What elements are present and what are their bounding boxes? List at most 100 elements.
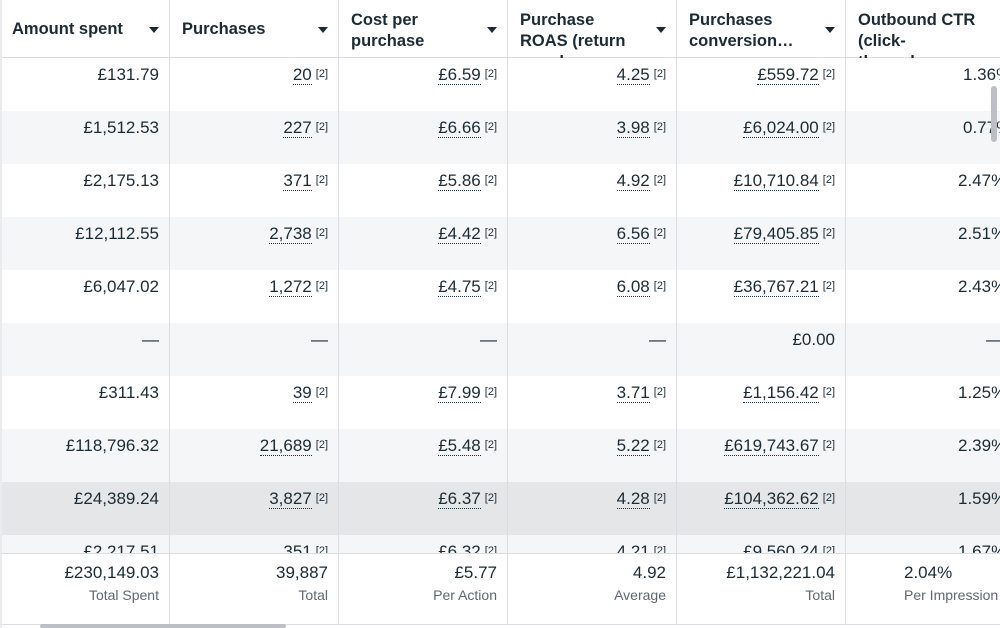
table-row[interactable]: — — — — £0.00 — [0, 323, 1000, 376]
cell-value[interactable]: £6.66 [438, 118, 481, 138]
cell-value[interactable]: 4.25 [616, 65, 650, 85]
data-note-marker[interactable]: [2] [315, 545, 328, 553]
data-note-marker[interactable]: [2] [653, 174, 666, 186]
data-note-marker[interactable]: [2] [822, 280, 835, 292]
cell-value[interactable]: £6.37 [438, 489, 481, 509]
cell-value[interactable]: £104,362.62 [724, 489, 819, 509]
data-note-marker[interactable]: [2] [822, 174, 835, 186]
cell-value[interactable]: £6.32 [438, 542, 481, 553]
data-note-marker[interactable]: [2] [653, 492, 666, 504]
data-note-marker[interactable]: [2] [315, 174, 328, 186]
table-row[interactable]: £311.43 39 [2] £7.99 [2] 3.71 [2] £1,156.42 [2] 1… [0, 376, 1000, 429]
data-note-marker[interactable]: [2] [484, 545, 497, 553]
data-note-marker[interactable]: [2] [484, 386, 497, 398]
cell-value[interactable]: 3.71 [616, 383, 650, 403]
cell-value[interactable]: 3.98 [616, 118, 650, 138]
column-header-amount-spent[interactable]: Amount spent [0, 0, 170, 58]
data-note-marker[interactable]: [2] [315, 492, 328, 504]
vertical-scrollbar-thumb[interactable] [991, 86, 997, 142]
data-note-marker[interactable]: [2] [484, 280, 497, 292]
cell-value[interactable]: 20 [292, 65, 312, 85]
data-note-marker[interactable]: [2] [822, 386, 835, 398]
table-row[interactable]: £131.79 20 [2] £6.59 [2] 4.25 [2] £559.72 [2] 1.3… [0, 58, 1000, 111]
cell-value[interactable]: £4.42 [438, 224, 481, 244]
data-note-marker[interactable]: [2] [822, 545, 835, 553]
data-note-marker[interactable]: [2] [484, 121, 497, 133]
cell-value[interactable]: 21,689 [259, 436, 312, 456]
column-header-purchase-roas[interactable]: Purchase ROAS (return on ad… [508, 0, 677, 58]
data-note-marker[interactable]: [2] [315, 68, 328, 80]
cell-value[interactable]: £6,024.00 [743, 118, 819, 138]
cell-value[interactable]: 6.56 [616, 224, 650, 244]
data-note-marker[interactable]: [2] [653, 227, 666, 239]
data-note-marker[interactable]: [2] [653, 280, 666, 292]
sort-caret-down-icon[interactable] [825, 27, 835, 33]
sort-caret-down-icon[interactable] [149, 27, 159, 33]
data-note-marker[interactable]: [2] [315, 439, 328, 451]
cell-value[interactable]: 4.28 [616, 489, 650, 509]
data-note-marker[interactable]: [2] [822, 121, 835, 133]
column-header-cost-per-purchase[interactable]: Cost per purchase [339, 0, 508, 58]
cell-value[interactable]: 227 [283, 118, 312, 138]
data-note-marker[interactable]: [2] [315, 280, 328, 292]
cell-value[interactable]: 351 [283, 542, 312, 553]
table-row[interactable]: £24,389.24 3,827 [2] £6.37 [2] 4.28 [2] £104,36… [0, 482, 1000, 535]
data-note-marker[interactable]: [2] [653, 439, 666, 451]
cell-value[interactable]: — [311, 330, 328, 349]
column-header-purchases[interactable]: Purchases [170, 0, 339, 58]
horizontal-scrollbar-thumb[interactable] [40, 624, 286, 628]
cell-value[interactable]: £619,743.67 [724, 436, 819, 456]
cell-value[interactable]: 6.08 [616, 277, 650, 297]
cell-value[interactable]: 3,827 [269, 489, 312, 509]
data-note-marker[interactable]: [2] [822, 68, 835, 80]
cell-value[interactable]: £36,767.21 [733, 277, 819, 297]
cell-value[interactable]: £559.72 [757, 65, 819, 85]
sort-caret-down-icon[interactable] [656, 27, 666, 33]
cell-value[interactable]: £7.99 [438, 383, 481, 403]
cell-value[interactable]: £9,560.24 [743, 542, 819, 553]
data-note-marker[interactable]: [2] [653, 386, 666, 398]
cell-value[interactable]: — [480, 330, 497, 349]
cell-value[interactable]: 4.92 [616, 171, 650, 191]
data-note-marker[interactable]: [2] [484, 174, 497, 186]
total-label: Total [805, 587, 835, 603]
data-note-marker[interactable]: [2] [315, 121, 328, 133]
data-note-marker[interactable]: [2] [484, 68, 497, 80]
table-row[interactable]: £6,047.02 1,272 [2] £4.75 [2] 6.08 [2] £36,767.… [0, 270, 1000, 323]
cell-value[interactable]: 39 [292, 383, 312, 403]
column-header-outbound-ctr[interactable]: Outbound CTR (click-through… [846, 0, 1000, 58]
sort-caret-down-icon[interactable] [487, 27, 497, 33]
cell-value[interactable]: £79,405.85 [733, 224, 819, 244]
table-row[interactable]: £12,112.55 2,738 [2] £4.42 [2] 6.56 [2] £79,405… [0, 217, 1000, 270]
data-note-marker[interactable]: [2] [653, 121, 666, 133]
data-note-marker[interactable]: [2] [315, 227, 328, 239]
cell-value[interactable]: — [649, 330, 666, 349]
cell-value[interactable]: 4.21 [616, 542, 650, 553]
cell-value[interactable]: 1,272 [269, 277, 312, 297]
data-note-marker[interactable]: [2] [653, 68, 666, 80]
data-note-marker[interactable]: [2] [484, 439, 497, 451]
data-note-marker[interactable]: [2] [822, 439, 835, 451]
data-note-marker[interactable]: [2] [484, 227, 497, 239]
column-header-purchases-conversion-value[interactable]: Purchases conversion… [677, 0, 846, 58]
table-row[interactable]: £1,512.53 227 [2] £6.66 [2] 3.98 [2] £6,024.00[… [0, 111, 1000, 164]
cell-value[interactable]: £1,156.42 [743, 383, 819, 403]
data-note-marker[interactable]: [2] [822, 492, 835, 504]
table-row[interactable]: £2,217.51 351 [2] £6.32 [2] 4.21 [2] £9,560.24[… [0, 535, 1000, 553]
data-note-marker[interactable]: [2] [653, 545, 666, 553]
data-note-marker[interactable]: [2] [484, 492, 497, 504]
sort-caret-down-icon[interactable] [318, 27, 328, 33]
cell-value[interactable]: £5.86 [438, 171, 481, 191]
data-note-marker[interactable]: [2] [315, 386, 328, 398]
data-note-marker[interactable]: [2] [822, 227, 835, 239]
cell-value[interactable]: 371 [283, 171, 312, 191]
cell-value[interactable]: £0.00 [792, 330, 835, 349]
cell-value[interactable]: £4.75 [438, 277, 481, 297]
cell-value[interactable]: £5.48 [438, 436, 481, 456]
cell-value[interactable]: £6.59 [438, 65, 481, 85]
table-row[interactable]: £2,175.13 371 [2] £5.86 [2] 4.92 [2] £10,710.84… [0, 164, 1000, 217]
cell-value[interactable]: 5.22 [616, 436, 650, 456]
cell-value[interactable]: 2,738 [269, 224, 312, 244]
cell-value[interactable]: £10,710.84 [733, 171, 819, 191]
table-row[interactable]: £118,796.32 21,689 [2] £5.48 [2] 5.22 [2] £619,… [0, 429, 1000, 482]
